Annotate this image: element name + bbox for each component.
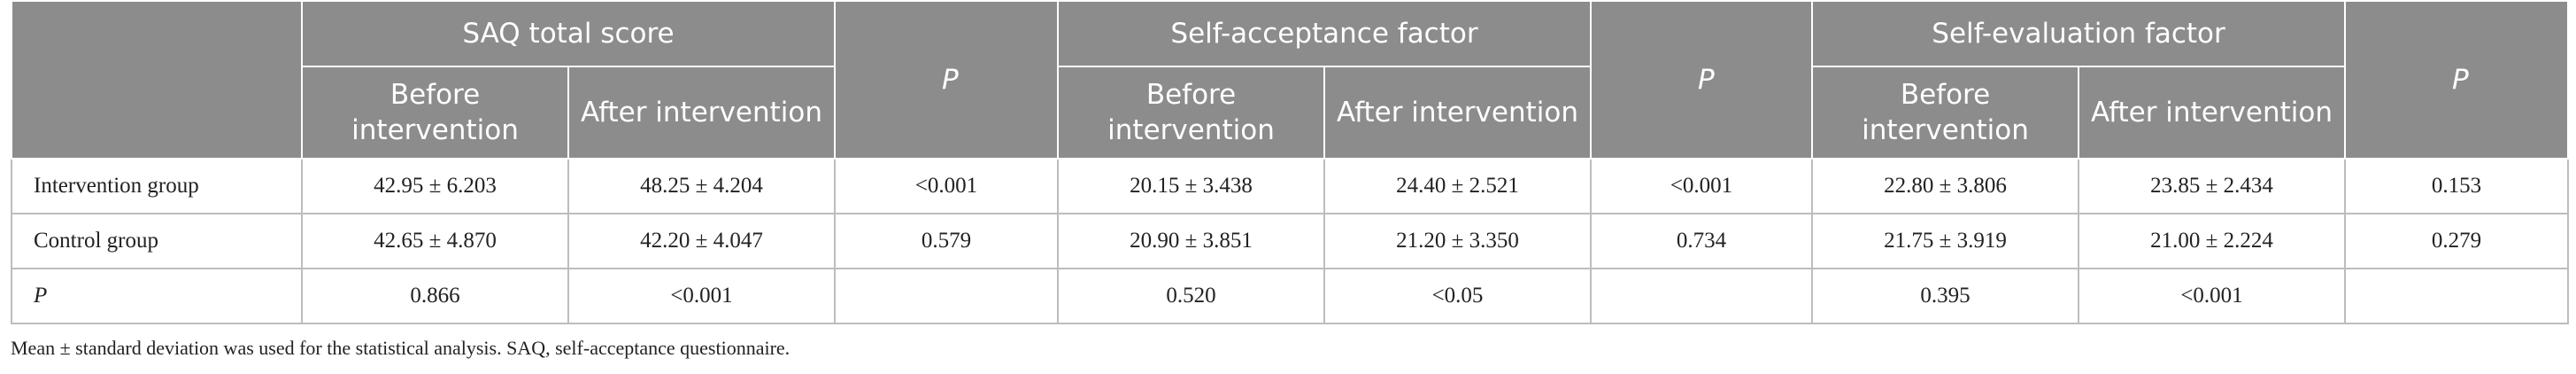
table-cell: 42.20 ± 4.047 [567,213,836,269]
table-cell: 20.90 ± 3.851 [1057,213,1325,269]
p-header: P [1590,0,1814,160]
data-table: SAQ total score P Self-acceptance factor P S… [11,0,2570,324]
table-cell [1590,268,1814,324]
table-cell: <0.05 [1323,268,1593,324]
group-header: SAQ total score [301,0,836,67]
table-cell: 48.25 ± 4.204 [567,158,836,214]
table-cell: 21.00 ± 2.224 [2078,213,2347,269]
table-cell: 42.65 ± 4.870 [301,213,569,269]
table-cell: 0.866 [301,268,569,324]
group-header: Self-evaluation factor [1811,0,2347,67]
corner-cell [11,0,303,160]
table-cell: 0.734 [1590,213,1814,269]
sub-header: Before intervention [301,66,569,160]
header-row: Before intervention After intervention Bef… [12,66,2568,160]
row-label: Control group [11,213,303,269]
table-cell: <0.001 [2078,268,2347,324]
row-label: P [11,268,303,324]
table-cell: 42.95 ± 6.203 [301,158,569,214]
p-header: P [834,0,1059,160]
table-cell: <0.001 [567,268,836,324]
table-cell: 21.75 ± 3.919 [1811,213,2080,269]
p-header: P [2344,0,2570,160]
table-wrap: SAQ total score P Self-acceptance factor P S… [11,0,2570,324]
table-cell [2344,268,2570,324]
table-cell [834,268,1059,324]
table-cell: <0.001 [1590,158,1814,214]
table-cell: 23.85 ± 2.434 [2078,158,2347,214]
table-cell: 0.153 [2344,158,2570,214]
table-cell: <0.001 [834,158,1059,214]
table-row: Intervention group 42.95 ± 6.203 48.25 ± 4… [11,158,2570,214]
sub-header: After intervention [1323,66,1593,160]
table-cell: 20.15 ± 3.438 [1057,158,1325,214]
table-cell: 0.520 [1057,268,1325,324]
table-cell: 0.579 [834,213,1059,269]
table-cell: 0.395 [1811,268,2080,324]
table-cell: 0.279 [2344,213,2570,269]
header-row: SAQ total score P Self-acceptance factor P S… [11,0,2570,160]
sub-header: After intervention [2078,66,2347,160]
sub-header: After intervention [567,66,836,160]
sub-header: Before intervention [1811,66,2080,160]
sub-header: Before intervention [1057,66,1325,160]
table-row: P 0.866 <0.001 0.520 <0.05 0.395 <0.001 [11,268,2570,324]
table-cell: 22.80 ± 3.806 [1811,158,2080,214]
footnote: Mean ± standard deviation was used for t… [11,337,791,359]
row-label: Intervention group [11,158,303,214]
table-row: Control group 42.65 ± 4.870 42.20 ± 4.047 0… [11,213,2570,269]
table-cell: 21.20 ± 3.350 [1323,213,1593,269]
group-header: Self-acceptance factor [1056,0,1593,67]
table-cell: 24.40 ± 2.521 [1323,158,1593,214]
